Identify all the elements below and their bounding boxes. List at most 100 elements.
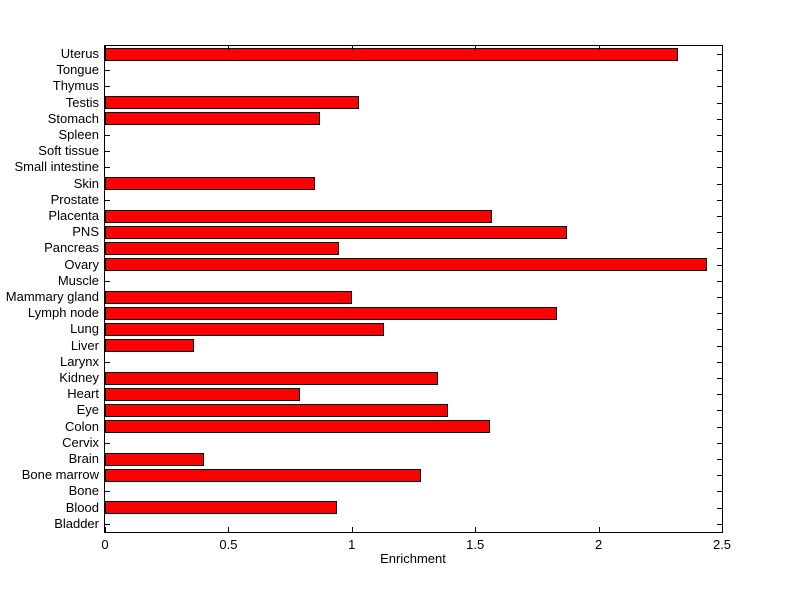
bar-row — [105, 370, 722, 386]
bar-lymph-node — [105, 306, 557, 320]
bar-heart — [105, 387, 300, 401]
y-tick-label: Skin — [73, 175, 99, 191]
y-tick-label: Bone — [68, 483, 99, 499]
y-tick-label: Muscle — [57, 272, 99, 288]
bar-placenta — [105, 209, 493, 223]
y-tick-mark-left — [105, 199, 110, 201]
bar-row — [105, 127, 722, 143]
y-tick-label: Small intestine — [14, 159, 99, 175]
bar-row — [105, 176, 722, 192]
x-tick-mark-top — [722, 46, 723, 51]
y-tick-mark-left — [105, 167, 110, 169]
bar-row — [105, 111, 722, 127]
y-tick-label: Thymus — [52, 78, 99, 94]
y-tick-mark-left — [105, 151, 110, 153]
y-tick-mark-right — [717, 410, 722, 412]
y-tick-mark-right — [717, 151, 722, 153]
bar-row — [105, 240, 722, 256]
bar-row — [105, 305, 722, 321]
x-tick-mark-bottom — [351, 527, 353, 532]
y-tick-mark-right — [717, 54, 722, 56]
x-axis-title: Enrichment — [380, 551, 446, 566]
bar-uterus — [105, 47, 678, 61]
y-tick-mark-right — [717, 378, 722, 380]
bar-row — [105, 419, 722, 435]
y-tick-mark-right — [717, 280, 722, 282]
y-tick-mark-left — [105, 523, 110, 525]
bar-row — [105, 386, 722, 402]
x-tick-mark-top — [475, 46, 477, 51]
bar-row — [105, 338, 722, 354]
bar-row — [105, 95, 722, 111]
y-tick-mark-right — [717, 297, 722, 299]
y-tick-label: Uterus — [60, 46, 99, 61]
bar-row — [105, 224, 722, 240]
y-tick-mark-right — [717, 118, 722, 120]
y-tick-mark-right — [717, 345, 722, 347]
y-tick-label: Mammary gland — [5, 289, 99, 304]
y-tick-label: Prostate — [50, 191, 99, 207]
bar-row — [105, 159, 722, 175]
y-tick-label: Pancreas — [44, 240, 99, 256]
x-tick-label: 0.5 — [219, 537, 238, 552]
bar-row — [105, 354, 722, 370]
bar-row — [105, 46, 722, 62]
y-tick-label: Eye — [76, 402, 99, 418]
y-tick-mark-right — [717, 442, 722, 444]
y-tick-label: Lymph node — [27, 305, 99, 321]
bar-mammary-gland — [105, 290, 352, 304]
bar-blood — [105, 501, 337, 515]
x-tick-label: 2 — [594, 537, 603, 552]
y-tick-mark-right — [717, 426, 722, 428]
y-tick-label: Heart — [67, 386, 99, 402]
y-tick-mark-right — [717, 199, 722, 201]
y-tick-mark-right — [717, 507, 722, 509]
y-tick-mark-right — [717, 491, 722, 493]
x-tick-label: 1 — [348, 537, 356, 552]
x-tick-mark-top — [105, 46, 106, 51]
x-tick-mark-top — [228, 46, 230, 51]
bar-row — [105, 192, 722, 208]
y-tick-mark-right — [717, 394, 722, 396]
x-tick-mark-bottom — [598, 527, 600, 532]
bar-row — [105, 273, 722, 289]
y-tick-mark-left — [105, 135, 110, 137]
bar-row — [105, 143, 722, 159]
bar-row — [105, 451, 722, 467]
y-tick-label: Brain — [68, 451, 99, 466]
y-tick-label: Colon — [65, 418, 99, 434]
y-tick-mark-right — [717, 313, 722, 315]
y-tick-mark-left — [105, 70, 110, 72]
y-tick-label: Cervix — [62, 434, 99, 450]
y-tick-mark-left — [105, 361, 110, 363]
x-tick-label: 1.5 — [466, 537, 485, 552]
bar-brain — [105, 452, 204, 466]
y-tick-label: Ovary — [64, 256, 99, 272]
y-tick-mark-right — [717, 475, 722, 477]
bar-row — [105, 62, 722, 78]
y-tick-label: Testis — [65, 94, 99, 110]
y-tick-label: Tongue — [56, 62, 99, 78]
y-tick-mark-left — [105, 280, 110, 282]
y-tick-mark-right — [717, 459, 722, 461]
bar-row — [105, 78, 722, 94]
bar-lung — [105, 322, 384, 336]
y-tick-label: Stomach — [47, 110, 99, 126]
y-tick-mark-right — [717, 135, 722, 137]
y-tick-label: PNS — [72, 224, 99, 240]
y-tick-label: Spleen — [58, 127, 99, 142]
y-tick-mark-right — [717, 329, 722, 331]
bar-eye — [105, 403, 449, 417]
bar-row — [105, 467, 722, 483]
y-tick-label: Blood — [65, 499, 99, 515]
y-tick-mark-right — [717, 248, 722, 250]
y-tick-mark-right — [717, 216, 722, 218]
y-tick-mark-left — [105, 442, 110, 444]
bar-row — [105, 289, 722, 305]
y-tick-mark-right — [717, 70, 722, 72]
x-tick-mark-top — [598, 46, 600, 51]
plot-area — [104, 45, 723, 533]
y-tick-label: Soft tissue — [38, 143, 99, 159]
bar-stomach — [105, 112, 320, 126]
